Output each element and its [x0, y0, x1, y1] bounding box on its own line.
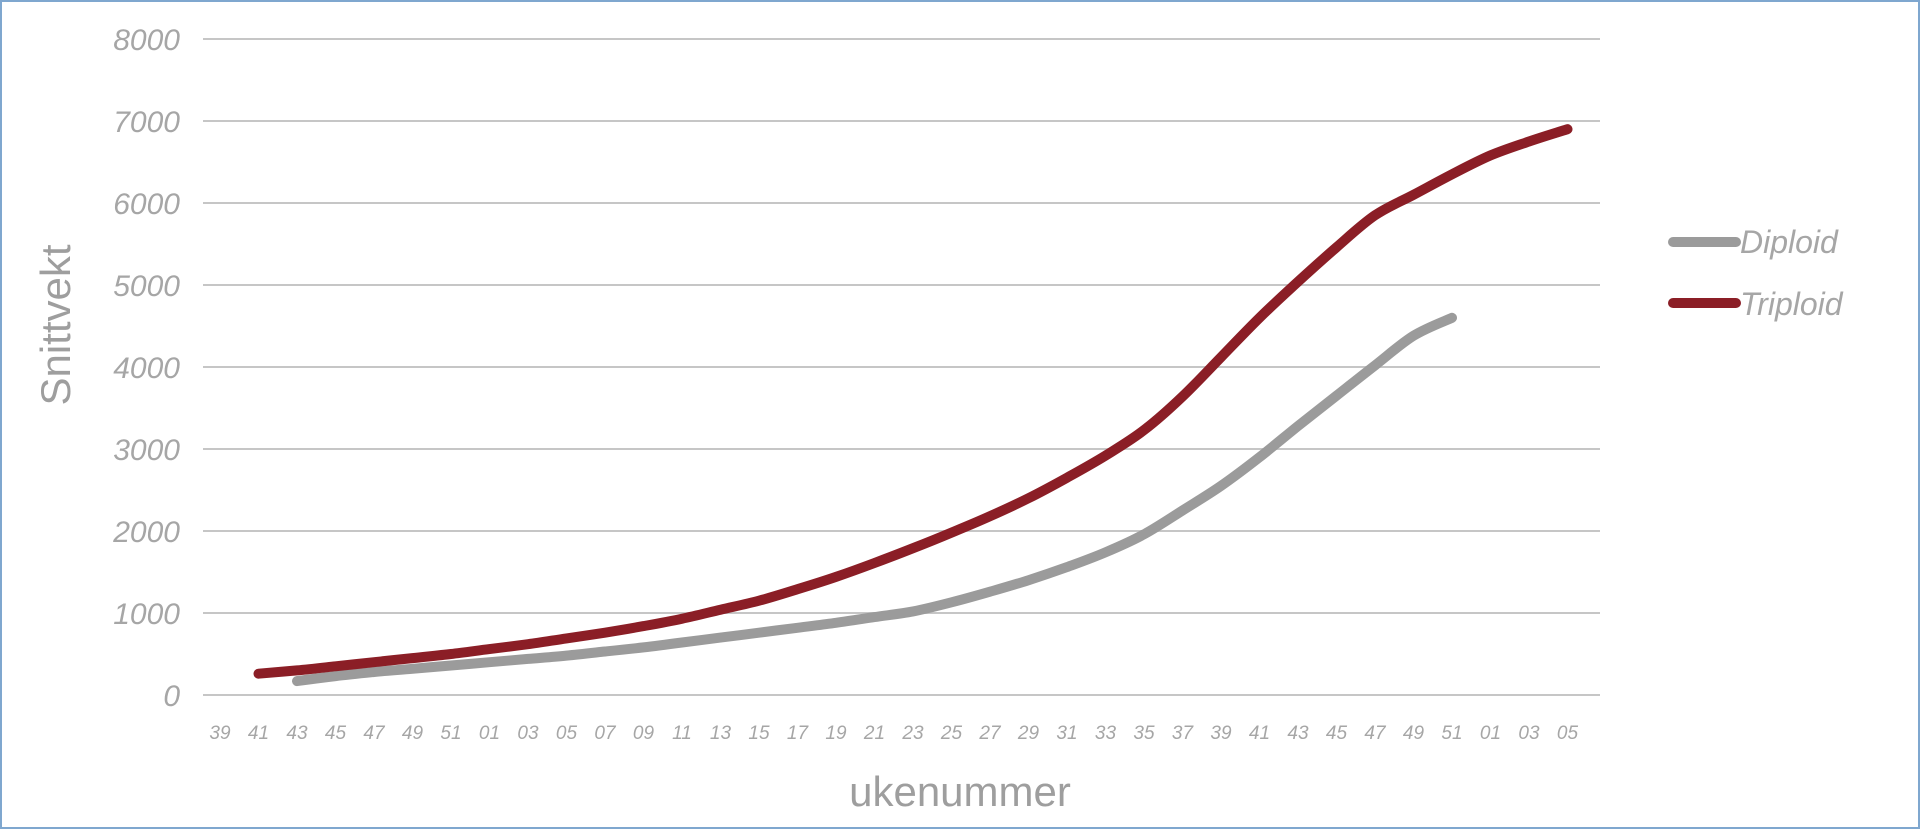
- y-tick-label: 4000: [113, 352, 180, 385]
- y-tick-label: 5000: [113, 270, 180, 303]
- x-tick-label: 41: [248, 723, 269, 744]
- y-tick-label: 8000: [113, 24, 180, 57]
- x-tick-label: 17: [787, 723, 810, 744]
- legend-label-triploid: Triploid: [1740, 286, 1844, 322]
- x-tick-label: 05: [556, 723, 578, 744]
- x-tick-label: 49: [1403, 723, 1425, 744]
- x-tick-label: 07: [594, 723, 617, 744]
- x-tick-label: 03: [1518, 723, 1540, 744]
- x-tick-label: 11: [672, 723, 692, 744]
- x-tick-label: 39: [209, 723, 231, 744]
- legend-label-diploid: Diploid: [1740, 224, 1839, 260]
- x-tick-label: 31: [1056, 723, 1077, 744]
- y-tick-label: 0: [163, 680, 180, 713]
- x-axis-ticks: 39 41 43 45 47 49 51 01 03 05 07 09 11 13 15 17 19 21 23 25…: [209, 723, 1578, 744]
- y-tick-label: 2000: [112, 516, 180, 549]
- y-axis-ticks: 0 1000 2000 3000 4000 5000 6000 7000 8000: [112, 24, 180, 713]
- x-axis-title: ukenummer: [849, 768, 1071, 815]
- x-tick-label: 15: [748, 723, 770, 744]
- x-tick-label: 41: [1249, 723, 1270, 744]
- y-tick-label: 3000: [113, 434, 180, 467]
- x-tick-label: 37: [1172, 723, 1195, 744]
- x-tick-label: 19: [825, 723, 847, 744]
- x-tick-label: 05: [1557, 723, 1579, 744]
- x-tick-label: 47: [363, 723, 386, 744]
- x-tick-label: 39: [1210, 723, 1232, 744]
- series-lines: [253, 124, 1573, 687]
- x-tick-label: 13: [710, 723, 732, 744]
- series-line-diploid: [292, 312, 1457, 687]
- x-tick-label: 43: [286, 723, 308, 744]
- x-tick-label: 01: [1480, 723, 1501, 744]
- y-tick-label: 1000: [113, 598, 180, 631]
- x-tick-label: 35: [1133, 723, 1155, 744]
- x-tick-label: 09: [633, 723, 655, 744]
- x-tick-label: 51: [1441, 723, 1462, 744]
- x-tick-label: 01: [479, 723, 500, 744]
- y-tick-label: 7000: [113, 106, 180, 139]
- legend: Diploid Triploid: [1668, 224, 1844, 322]
- gridlines: [203, 38, 1600, 696]
- x-tick-label: 45: [1326, 723, 1348, 744]
- x-tick-label: 23: [901, 723, 924, 744]
- x-tick-label: 27: [978, 723, 1002, 744]
- x-tick-label: 03: [517, 723, 539, 744]
- x-tick-label: 43: [1287, 723, 1309, 744]
- x-tick-label: 29: [1017, 723, 1040, 744]
- x-tick-label: 25: [940, 723, 963, 744]
- y-axis-title: Snittvekt: [32, 244, 79, 405]
- series-line-triploid: [253, 124, 1573, 679]
- x-tick-label: 45: [325, 723, 347, 744]
- x-tick-label: 21: [863, 723, 885, 744]
- x-tick-label: 33: [1095, 723, 1117, 744]
- x-tick-label: 47: [1364, 723, 1387, 744]
- y-tick-label: 6000: [113, 188, 180, 221]
- x-tick-label: 51: [440, 723, 461, 744]
- x-tick-label: 49: [402, 723, 424, 744]
